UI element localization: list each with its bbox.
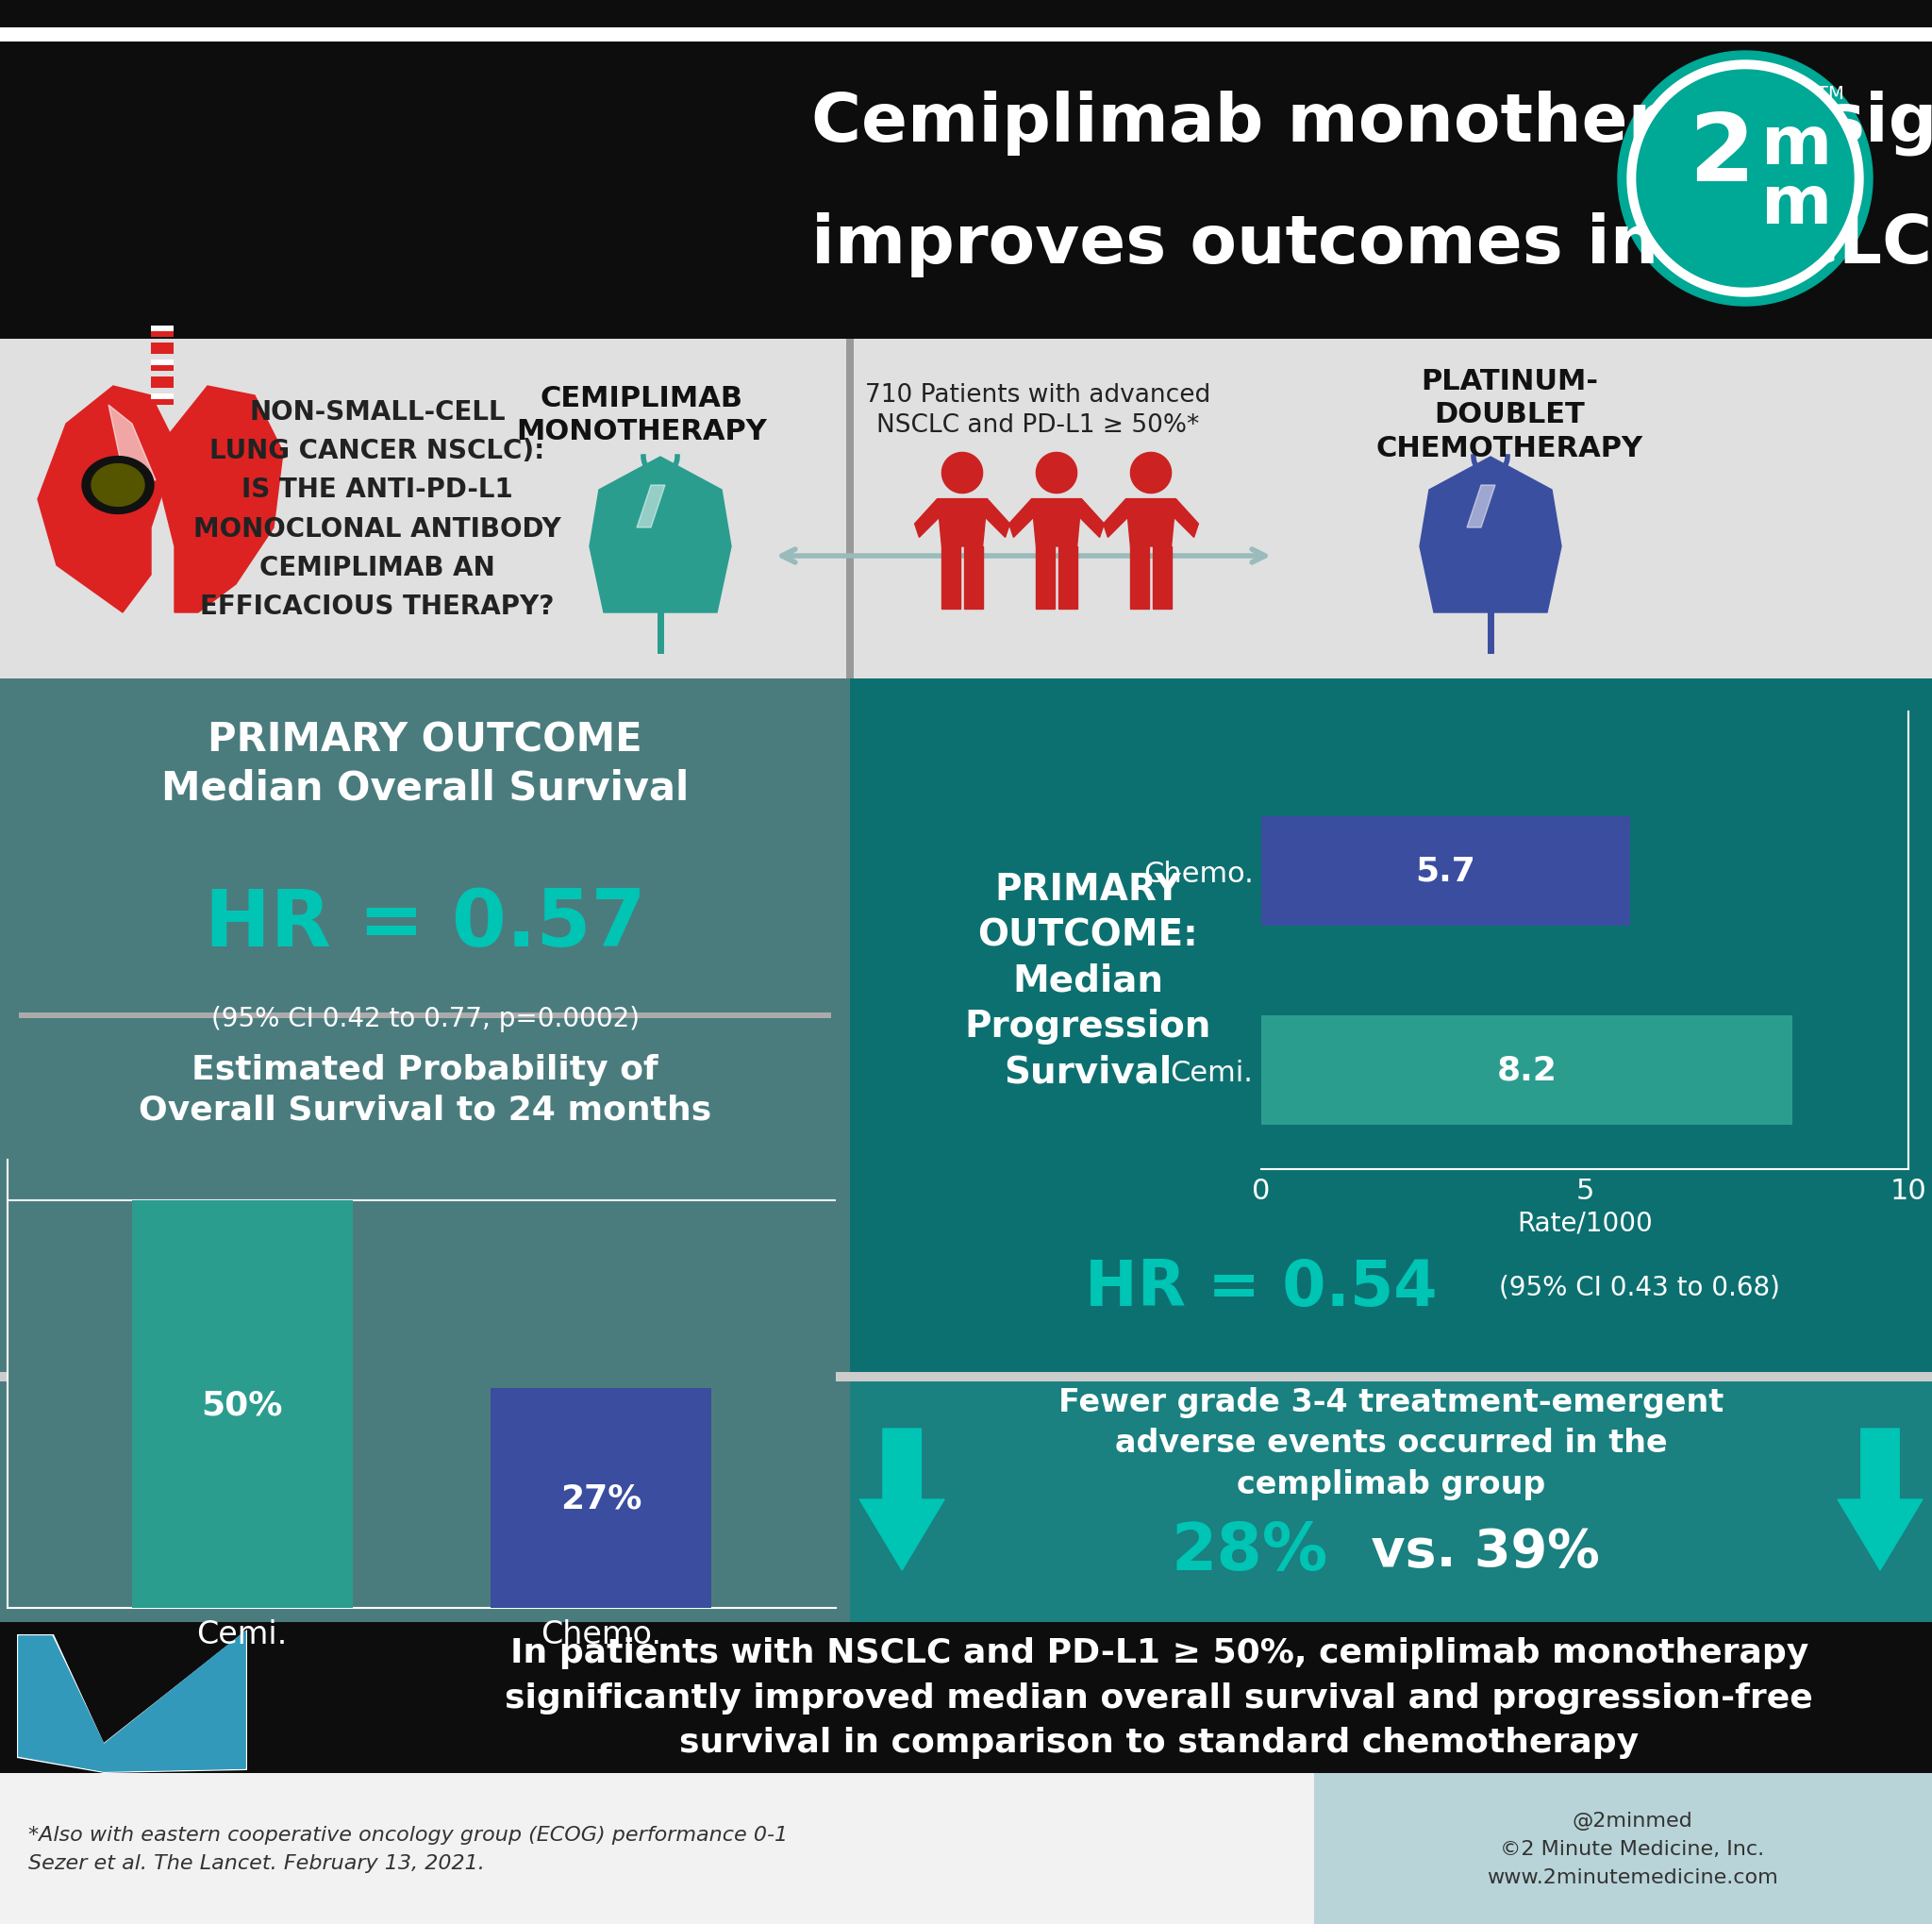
Bar	[151, 377, 174, 389]
Polygon shape	[1617, 52, 1872, 306]
Polygon shape	[1130, 546, 1150, 610]
Polygon shape	[1036, 546, 1055, 610]
Text: HR = 0.57: HR = 0.57	[205, 887, 645, 962]
Text: (95% CI 0.43 to 0.68): (95% CI 0.43 to 0.68)	[1499, 1274, 1781, 1301]
Bar	[491, 1387, 711, 1608]
Text: improves outcomes in NSCLC with PD-L1: improves outcomes in NSCLC with PD-L1	[811, 214, 1932, 277]
Polygon shape	[1171, 500, 1198, 539]
Text: PRIMARY OUTCOME
Median Overall Survival: PRIMARY OUTCOME Median Overall Survival	[160, 720, 690, 808]
Text: Estimated Probability of
Overall Survival to 24 months: Estimated Probability of Overall Surviva…	[139, 1054, 711, 1126]
Polygon shape	[108, 406, 156, 481]
Text: In patients with NSCLC and PD-L1 ≥ 50%, cemiplimab monotherapy
significantly imp: In patients with NSCLC and PD-L1 ≥ 50%, …	[504, 1637, 1814, 1759]
Polygon shape	[1420, 458, 1561, 614]
Bar	[0, 1774, 1932, 1924]
Polygon shape	[1636, 71, 1853, 289]
Bar	[0, 1622, 1932, 1774]
Bar	[0, 1372, 1932, 1381]
Text: Cemiplimab monotherapy significantly: Cemiplimab monotherapy significantly	[811, 90, 1932, 156]
Bar	[0, 29, 1932, 339]
Bar	[1262, 816, 1631, 925]
Polygon shape	[1837, 1430, 1922, 1570]
Polygon shape	[964, 546, 983, 610]
Text: vs. 39%: vs. 39%	[1352, 1526, 1600, 1578]
Text: 27%: 27%	[560, 1481, 641, 1514]
Polygon shape	[589, 458, 730, 614]
Polygon shape	[1627, 62, 1862, 296]
Text: (95% CI 0.42 to 0.77, p=0.0002): (95% CI 0.42 to 0.77, p=0.0002)	[211, 1006, 639, 1031]
Polygon shape	[860, 1430, 945, 1570]
X-axis label: Rate/1000: Rate/1000	[1517, 1210, 1652, 1237]
Bar	[0, 339, 1932, 679]
Polygon shape	[1466, 485, 1495, 529]
Text: CEMIPLIMAB
MONOTHERAPY: CEMIPLIMAB MONOTHERAPY	[516, 385, 767, 446]
Bar	[151, 342, 174, 354]
Polygon shape	[19, 1632, 245, 1772]
Text: PRIMARY
OUTCOME:
Median
Progression
Survival: PRIMARY OUTCOME: Median Progression Surv…	[964, 872, 1211, 1091]
Bar	[151, 394, 174, 400]
Bar	[1262, 1016, 1791, 1126]
Text: m: m	[1762, 173, 1833, 239]
Polygon shape	[39, 387, 170, 614]
Polygon shape	[1059, 546, 1076, 610]
Polygon shape	[1103, 500, 1130, 539]
Text: 710 Patients with advanced
NSCLC and PD-L1 ≥ 50%*: 710 Patients with advanced NSCLC and PD-…	[866, 383, 1211, 437]
Text: 28%: 28%	[1171, 1520, 1327, 1583]
Polygon shape	[1009, 500, 1036, 539]
Bar	[1314, 1774, 1932, 1924]
Polygon shape	[943, 546, 960, 610]
Text: *Also with eastern cooperative oncology group (ECOG) performance 0-1
Sezer et al: *Also with eastern cooperative oncology …	[29, 1826, 788, 1872]
Text: 50%: 50%	[201, 1389, 282, 1420]
Bar	[151, 327, 174, 333]
Text: 5.7: 5.7	[1416, 854, 1476, 887]
Bar	[151, 360, 174, 371]
Bar	[0, 679, 850, 1378]
Polygon shape	[937, 500, 987, 546]
Text: PLATINUM-
DOUBLET
CHEMOTHERAPY: PLATINUM- DOUBLET CHEMOTHERAPY	[1376, 367, 1642, 462]
Bar	[0, 1378, 850, 1622]
Text: m: m	[1762, 114, 1833, 179]
Polygon shape	[914, 500, 943, 539]
Polygon shape	[1036, 452, 1076, 494]
Text: @2minmed
©2 Minute Medicine, Inc.
www.2minutemedicine.com: @2minmed ©2 Minute Medicine, Inc. www.2m…	[1488, 1810, 1777, 1886]
Polygon shape	[1153, 546, 1171, 610]
Text: Fewer grade 3-4 treatment-emergent
adverse events occurred in the
cemplimab grou: Fewer grade 3-4 treatment-emergent adver…	[1059, 1387, 1723, 1499]
Polygon shape	[17, 1630, 247, 1774]
Bar	[850, 1378, 1932, 1622]
Text: HR = 0.54: HR = 0.54	[1086, 1256, 1437, 1318]
Polygon shape	[1032, 500, 1082, 546]
Polygon shape	[1126, 500, 1177, 546]
Text: TM: TM	[1816, 85, 1845, 102]
Bar	[151, 360, 174, 366]
Bar	[846, 339, 854, 679]
Polygon shape	[81, 458, 155, 514]
Bar	[131, 1201, 354, 1608]
Polygon shape	[19, 1632, 245, 1772]
Polygon shape	[160, 387, 282, 614]
Polygon shape	[983, 500, 1010, 539]
Polygon shape	[943, 452, 983, 494]
Text: 8.2: 8.2	[1497, 1054, 1557, 1085]
Polygon shape	[1076, 500, 1103, 539]
Text: 2: 2	[1689, 110, 1754, 202]
Bar	[151, 327, 174, 337]
Text: NON-SMALL-CELL
LUNG CANCER NSCLC):
IS THE ANTI-PD-L1
MONOCLONAL ANTIBODY
CEMIPLI: NON-SMALL-CELL LUNG CANCER NSCLC): IS TH…	[193, 398, 560, 620]
Bar	[0, 29, 1932, 42]
Polygon shape	[1130, 452, 1171, 494]
Bar	[19, 1012, 831, 1018]
Polygon shape	[91, 464, 145, 506]
Polygon shape	[638, 485, 665, 529]
Bar	[850, 679, 1932, 1378]
Bar	[151, 394, 174, 406]
